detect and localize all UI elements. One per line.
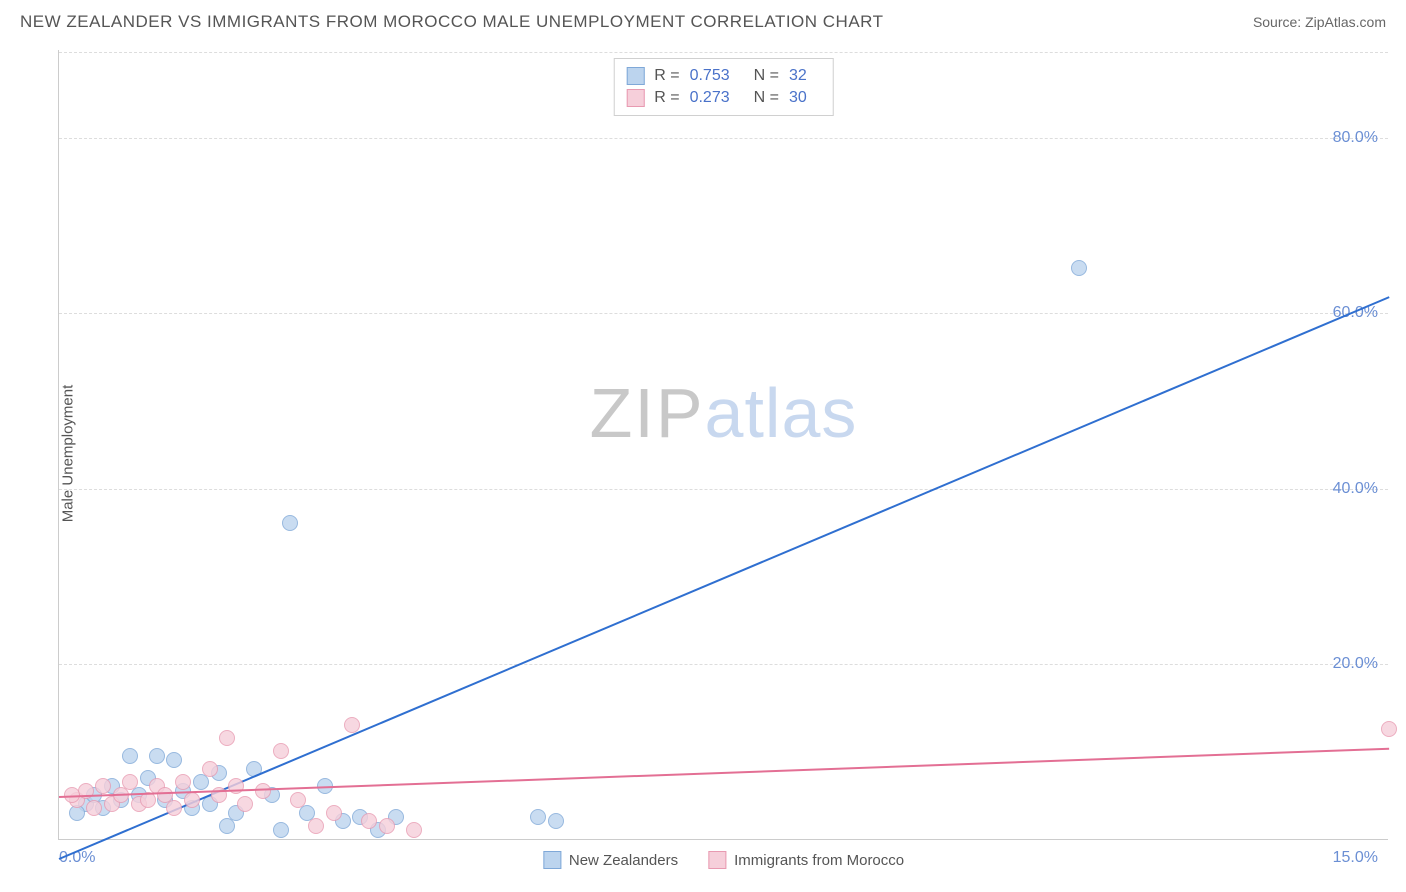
data-point <box>95 778 111 794</box>
data-point <box>86 800 102 816</box>
stats-row: R =0.753N =32 <box>626 65 821 87</box>
data-point <box>406 822 422 838</box>
y-tick-label: 80.0% <box>1333 129 1378 147</box>
data-point <box>202 761 218 777</box>
data-point <box>122 748 138 764</box>
data-point <box>273 822 289 838</box>
series-swatch <box>626 67 644 85</box>
gridline <box>59 313 1388 314</box>
scatter-plot: ZIPatlas R =0.753N =32R =0.273N =30 New … <box>58 50 1388 840</box>
legend-item: New Zealanders <box>543 851 678 869</box>
data-point <box>273 743 289 759</box>
chart-area: Male Unemployment ZIPatlas R =0.753N =32… <box>58 50 1388 840</box>
gridline <box>59 52 1388 53</box>
data-point <box>149 748 165 764</box>
data-point <box>122 774 138 790</box>
source-link[interactable]: ZipAtlas.com <box>1305 14 1386 30</box>
watermark: ZIPatlas <box>590 373 858 453</box>
source-attribution: Source: ZipAtlas.com <box>1253 14 1386 30</box>
series-name: Immigrants from Morocco <box>734 852 904 869</box>
data-point <box>326 805 342 821</box>
series-name: New Zealanders <box>569 852 678 869</box>
y-tick-label: 20.0% <box>1333 655 1378 673</box>
legend-item: Immigrants from Morocco <box>708 851 904 869</box>
data-point <box>228 778 244 794</box>
data-point <box>344 717 360 733</box>
correlation-stats-box: R =0.753N =32R =0.273N =30 <box>613 58 834 116</box>
data-point <box>1381 721 1397 737</box>
data-point <box>166 800 182 816</box>
data-point <box>237 796 253 812</box>
gridline <box>59 489 1388 490</box>
data-point <box>175 774 191 790</box>
x-tick-label: 15.0% <box>1333 849 1378 867</box>
data-point <box>530 809 546 825</box>
data-point <box>379 818 395 834</box>
gridline <box>59 138 1388 139</box>
data-point <box>184 792 200 808</box>
data-point <box>219 730 235 746</box>
n-value: 32 <box>789 67 807 85</box>
r-value: 0.753 <box>690 67 730 85</box>
data-point <box>361 813 377 829</box>
series-swatch <box>708 851 726 869</box>
legend: New Zealanders Immigrants from Morocco <box>543 851 904 869</box>
stats-row: R =0.273N =30 <box>626 87 821 109</box>
y-tick-label: 60.0% <box>1333 304 1378 322</box>
data-point <box>548 813 564 829</box>
data-point <box>166 752 182 768</box>
r-value: 0.273 <box>690 89 730 107</box>
data-point <box>308 818 324 834</box>
series-swatch <box>626 89 644 107</box>
data-point <box>282 515 298 531</box>
series-swatch <box>543 851 561 869</box>
data-point <box>290 792 306 808</box>
chart-title: NEW ZEALANDER VS IMMIGRANTS FROM MOROCCO… <box>20 12 884 32</box>
n-value: 30 <box>789 89 807 107</box>
gridline <box>59 664 1388 665</box>
y-tick-label: 40.0% <box>1333 480 1378 498</box>
trend-line <box>59 296 1390 860</box>
data-point <box>1071 260 1087 276</box>
